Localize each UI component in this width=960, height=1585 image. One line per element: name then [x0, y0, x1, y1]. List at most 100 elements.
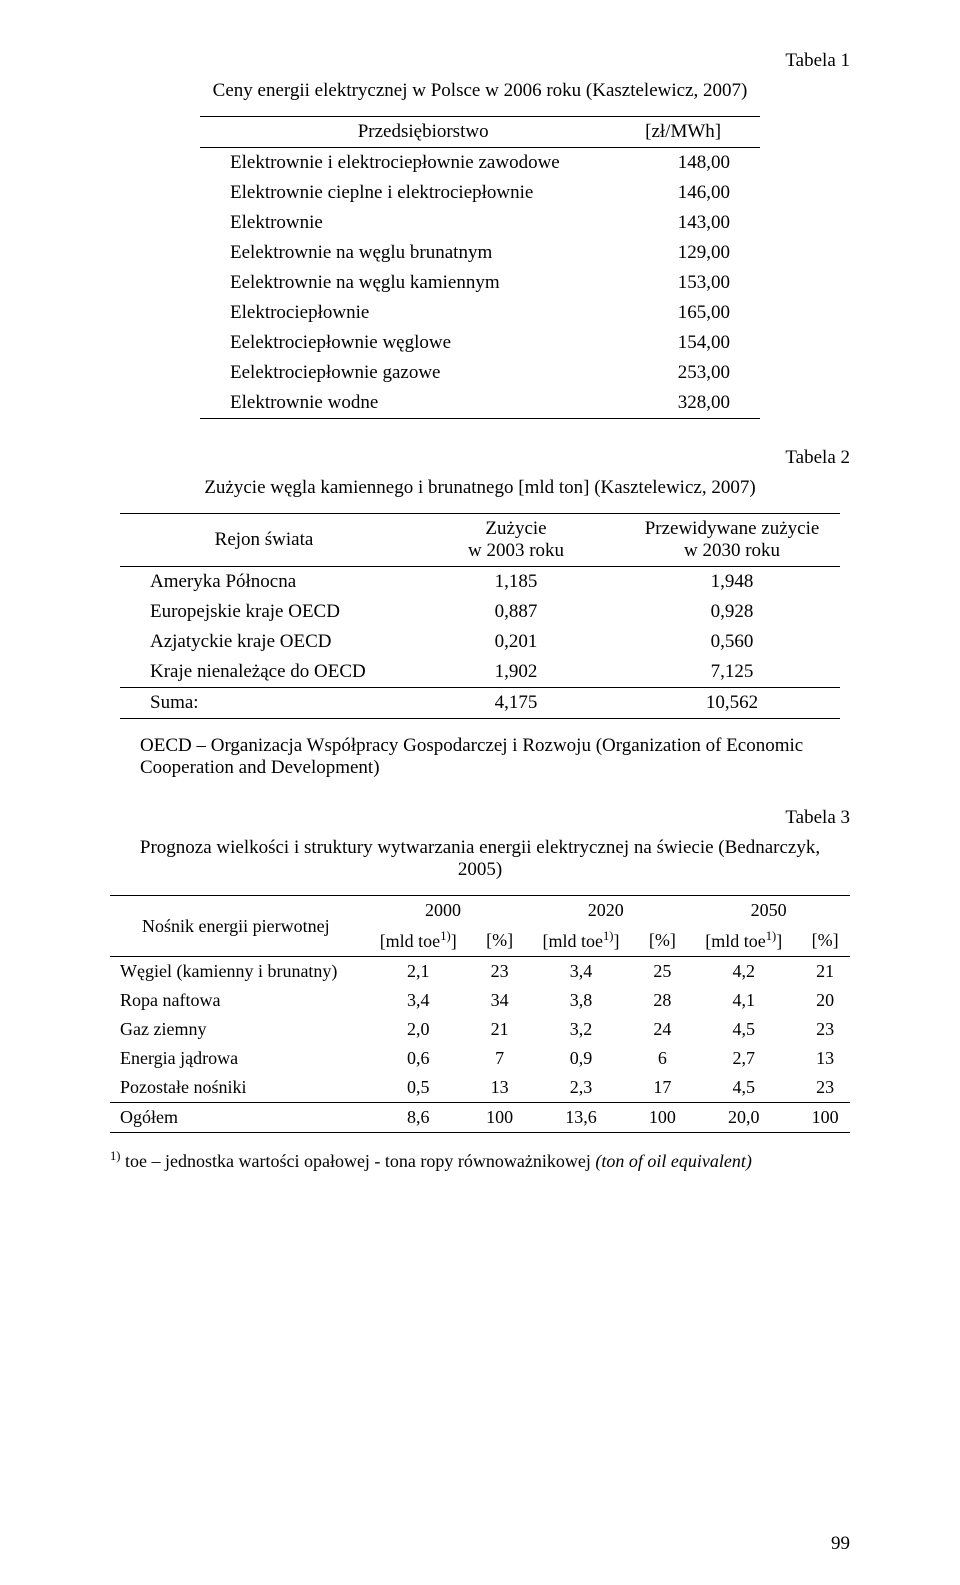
table2-header-2030: Przewidywane zużyciew 2030 roku — [624, 514, 840, 567]
table-row-value: 4,2 — [687, 957, 800, 987]
table-row-value: 3,4 — [524, 957, 637, 987]
table-row-value: 153,00 — [626, 268, 760, 298]
table-row-value: 23 — [475, 957, 525, 987]
table2-note: OECD – Organizacja Współpracy Gospodarcz… — [140, 735, 820, 779]
table-row-value: 2,0 — [362, 1015, 475, 1044]
table-row-value: 23 — [800, 1015, 850, 1044]
table-row-name: Azjatyckie kraje OECD — [120, 627, 408, 657]
table3-unit-pct: [%] — [638, 925, 688, 957]
table2-label: Tabela 2 — [110, 447, 850, 469]
table-row-value: 0,560 — [624, 627, 840, 657]
table-row-value: 100 — [800, 1103, 850, 1133]
table1-header-name: Przedsiębiorstwo — [200, 117, 626, 148]
table-row-name: Elektrownie i elektrociepłownie zawodowe — [200, 148, 626, 179]
table3: Nośnik energii pierwotnej 2000 2020 2050… — [110, 895, 850, 1133]
table-row-name: Elektrownie cieplne i elektrociepłownie — [200, 178, 626, 208]
table-row-value: 2,1 — [362, 957, 475, 987]
table-row-name: Eelektrownie na węglu brunatnym — [200, 238, 626, 268]
table-row-value: 146,00 — [626, 178, 760, 208]
table3-header-carrier: Nośnik energii pierwotnej — [110, 896, 362, 957]
table-row-value: 23 — [800, 1073, 850, 1103]
table3-title: Prognoza wielkości i struktury wytwarzan… — [120, 837, 840, 881]
table-row-value: 13 — [475, 1073, 525, 1103]
table-row-name: Eelektrociepłownie węglowe — [200, 328, 626, 358]
table3-header-year-2: 2050 — [687, 896, 850, 926]
table-row-value: 1,185 — [408, 567, 624, 598]
table-row-value: 13 — [800, 1044, 850, 1073]
table-row-value: 253,00 — [626, 358, 760, 388]
table-row-name: Elektrociepłownie — [200, 298, 626, 328]
table-row-value: 0,5 — [362, 1073, 475, 1103]
table3-header-year-1: 2020 — [524, 896, 687, 926]
table-row-value: 21 — [800, 957, 850, 987]
table1-header-unit: [zł/MWh] — [626, 117, 760, 148]
table-row-name: Kraje nienależące do OECD — [120, 657, 408, 688]
table-row-value: 3,8 — [524, 986, 637, 1015]
table1-label: Tabela 1 — [110, 50, 850, 72]
table3-unit-mld: [mld toe1)] — [524, 925, 637, 957]
table-row-value: 4,5 — [687, 1073, 800, 1103]
table-row-value: 2,3 — [524, 1073, 637, 1103]
table-row-value: 0,201 — [408, 627, 624, 657]
table1-title: Ceny energii elektrycznej w Polsce w 200… — [110, 80, 850, 102]
table2-sum-a: 4,175 — [408, 688, 624, 719]
table2-title: Zużycie węgla kamiennego i brunatnego [m… — [110, 477, 850, 499]
footnote: 1) toe – jednostka wartości opałowej - t… — [110, 1149, 850, 1172]
table-row-value: 4,1 — [687, 986, 800, 1015]
table-row-value: 17 — [638, 1073, 688, 1103]
table2-header-region: Rejon świata — [120, 514, 408, 567]
table-row-value: 148,00 — [626, 148, 760, 179]
table3-unit-pct: [%] — [475, 925, 525, 957]
table3-unit-mld: [mld toe1)] — [362, 925, 475, 957]
table3-total-label: Ogółem — [110, 1103, 362, 1133]
table-row-value: 0,9 — [524, 1044, 637, 1073]
table2-header-2003: Zużyciew 2003 roku — [408, 514, 624, 567]
table-row-value: 7,125 — [624, 657, 840, 688]
table-row-value: 100 — [638, 1103, 688, 1133]
table-row-name: Elektrownie wodne — [200, 388, 626, 419]
table3-label: Tabela 3 — [110, 807, 850, 829]
table-row-value: 6 — [638, 1044, 688, 1073]
table-row-value: 4,5 — [687, 1015, 800, 1044]
table-row-value: 0,6 — [362, 1044, 475, 1073]
table3-unit-mld: [mld toe1)] — [687, 925, 800, 957]
table-row-value: 20 — [800, 986, 850, 1015]
table-row-name: Elektrownie — [200, 208, 626, 238]
table-row-value: 0,887 — [408, 597, 624, 627]
table-row-value: 143,00 — [626, 208, 760, 238]
table-row-value: 20,0 — [687, 1103, 800, 1133]
table-row-value: 21 — [475, 1015, 525, 1044]
page-number: 99 — [831, 1533, 850, 1555]
table-row-name: Ropa naftowa — [110, 986, 362, 1015]
table-row-value: 0,928 — [624, 597, 840, 627]
table-row-name: Gaz ziemny — [110, 1015, 362, 1044]
table1: Przedsiębiorstwo [zł/MWh] Elektrownie i … — [200, 116, 760, 419]
footnote-sup: 1) — [110, 1149, 121, 1163]
table-row-value: 13,6 — [524, 1103, 637, 1133]
table-row-value: 328,00 — [626, 388, 760, 419]
table-row-name: Eelektrownie na węglu kamiennym — [200, 268, 626, 298]
table-row-value: 3,2 — [524, 1015, 637, 1044]
table-row-name: Węgiel (kamienny i brunatny) — [110, 957, 362, 987]
table-row-value: 100 — [475, 1103, 525, 1133]
table-row-name: Pozostałe nośniki — [110, 1073, 362, 1103]
table-row-value: 7 — [475, 1044, 525, 1073]
table3-unit-pct: [%] — [800, 925, 850, 957]
table-row-value: 2,7 — [687, 1044, 800, 1073]
table-row-value: 24 — [638, 1015, 688, 1044]
table-row-value: 34 — [475, 986, 525, 1015]
table-row-name: Ameryka Północna — [120, 567, 408, 598]
table-row-name: Eelektrociepłownie gazowe — [200, 358, 626, 388]
table-row-name: Europejskie kraje OECD — [120, 597, 408, 627]
table-row-value: 129,00 — [626, 238, 760, 268]
table-row-value: 8,6 — [362, 1103, 475, 1133]
table2: Rejon świata Zużyciew 2003 roku Przewidy… — [120, 513, 840, 719]
table-row-value: 165,00 — [626, 298, 760, 328]
table-row-value: 1,948 — [624, 567, 840, 598]
table2-sum-label: Suma: — [120, 688, 408, 719]
table-row-name: Energia jądrowa — [110, 1044, 362, 1073]
table-row-value: 1,902 — [408, 657, 624, 688]
table2-sum-b: 10,562 — [624, 688, 840, 719]
table3-header-year-0: 2000 — [362, 896, 525, 926]
table-row-value: 28 — [638, 986, 688, 1015]
